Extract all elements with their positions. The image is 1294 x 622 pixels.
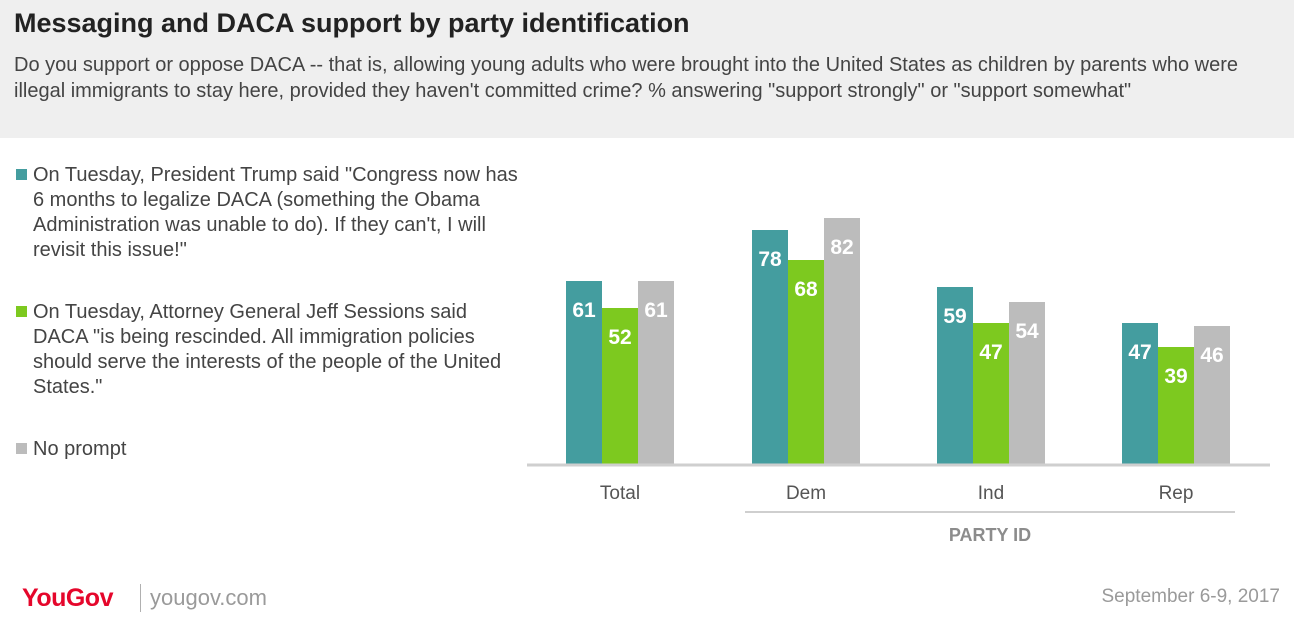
data-label: 47 — [979, 341, 1002, 364]
x-tick-label: Total — [600, 483, 640, 504]
x-tick-label: Dem — [786, 483, 826, 504]
bar — [1194, 326, 1230, 464]
legend-swatch — [16, 306, 27, 317]
x-tick-label: Rep — [1159, 483, 1194, 504]
bar — [638, 281, 674, 464]
group-label: PARTY ID — [949, 525, 1031, 545]
bar — [973, 323, 1009, 464]
bar — [602, 308, 638, 464]
legend-swatch — [16, 169, 27, 180]
data-label: 46 — [1200, 344, 1223, 367]
bar — [1009, 302, 1045, 464]
data-label: 54 — [1015, 320, 1039, 343]
legend-label: On Tuesday, President Trump said "Congre… — [33, 164, 518, 261]
legend-item-no-prompt: No prompt — [14, 437, 524, 462]
yougov-logo: YouGov — [22, 584, 113, 612]
legend-label: No prompt — [33, 438, 127, 460]
bar — [752, 230, 788, 464]
legend-swatch — [16, 443, 27, 454]
data-label: 82 — [830, 236, 853, 259]
data-label: 61 — [644, 299, 668, 322]
page-subtitle: Do you support or oppose DACA -- that is… — [14, 54, 1239, 102]
data-label: 52 — [608, 326, 631, 349]
data-label: 47 — [1128, 341, 1151, 364]
x-tick-label: Ind — [978, 483, 1004, 504]
bar — [1122, 323, 1158, 464]
bar — [824, 218, 860, 464]
data-label: 59 — [943, 305, 966, 328]
data-label: 78 — [758, 248, 782, 271]
survey-date: September 6-9, 2017 — [1101, 586, 1280, 607]
header-band — [0, 0, 1294, 138]
bar — [937, 287, 973, 464]
page-title: Messaging and DACA support by party iden… — [14, 8, 690, 38]
data-label: 68 — [794, 278, 818, 301]
legend-item-trump: On Tuesday, President Trump said "Congre… — [14, 163, 524, 263]
bar — [788, 260, 824, 464]
site-link[interactable]: yougov.com — [150, 585, 267, 610]
data-label: 61 — [572, 299, 596, 322]
bar — [566, 281, 602, 464]
legend-label: On Tuesday, Attorney General Jeff Sessio… — [33, 301, 502, 398]
logo-divider — [140, 584, 141, 612]
data-label: 39 — [1164, 365, 1187, 388]
bar — [1158, 347, 1194, 464]
legend-item-sessions: On Tuesday, Attorney General Jeff Sessio… — [14, 300, 524, 400]
